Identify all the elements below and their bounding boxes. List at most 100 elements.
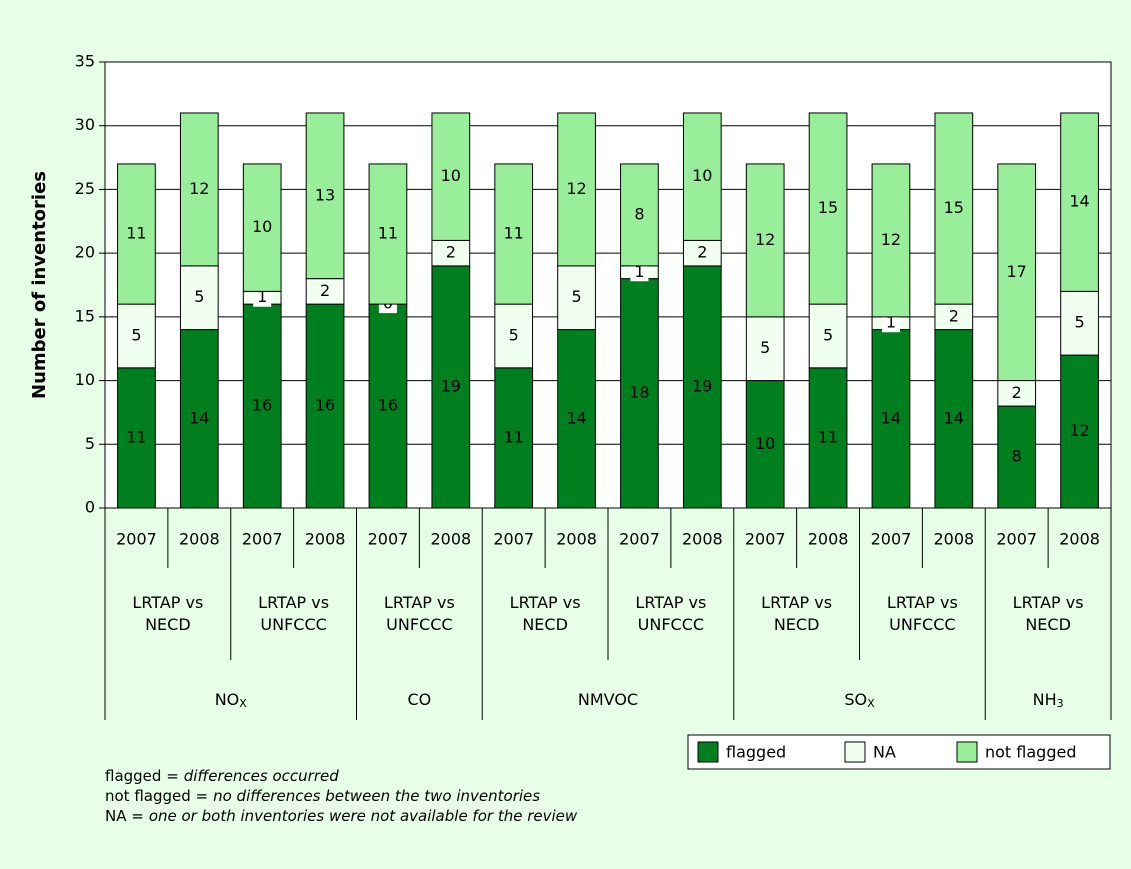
- value-label: 10: [692, 166, 712, 185]
- pollutant-label: NMVOC: [578, 690, 638, 709]
- value-label: 11: [378, 224, 398, 243]
- bar-segment: [871, 163, 911, 318]
- comparison-label: LRTAP vs NECD: [132, 593, 203, 634]
- year-label: 2008: [430, 530, 471, 549]
- year-label: 2008: [179, 530, 220, 549]
- value-label: 5: [760, 338, 770, 357]
- value-label: 13: [315, 185, 335, 204]
- year-label: 2007: [745, 530, 786, 549]
- year-label: 2007: [242, 530, 283, 549]
- legend-label: not flagged: [985, 743, 1076, 762]
- bar-segment: [431, 112, 471, 241]
- value-label: 12: [189, 179, 209, 198]
- value-label: 2: [320, 281, 330, 300]
- comparison-label-line: LRTAP vs: [887, 593, 958, 612]
- comparison-label-line: NECD: [522, 615, 568, 634]
- value-label: 2: [697, 243, 707, 262]
- value-label: 5: [509, 325, 519, 344]
- year-label: 2008: [933, 530, 974, 549]
- pollutant-subscript: X: [867, 697, 875, 710]
- comparison-label: LRTAP vs UNFCCC: [635, 593, 706, 634]
- year-label: 2008: [808, 530, 849, 549]
- bar-segment: [305, 112, 345, 280]
- bar-segment: [934, 329, 974, 509]
- value-label: 5: [131, 325, 141, 344]
- bar-segment: [745, 163, 785, 318]
- note-definition: one or both inventories were not availab…: [149, 807, 578, 825]
- bar-segment: [808, 367, 848, 509]
- value-label: 11: [818, 427, 838, 446]
- comparison-label: LRTAP vs NECD: [510, 593, 581, 634]
- pollutant-name: NMVOC: [578, 690, 638, 709]
- y-tick-label: 10: [75, 370, 95, 389]
- value-label: 1: [886, 313, 896, 332]
- value-label: 11: [126, 224, 146, 243]
- note-term: flagged =: [105, 767, 179, 785]
- bar-segment: [808, 303, 848, 369]
- legend-swatch: [844, 741, 866, 763]
- value-label: 2: [949, 306, 959, 325]
- bar-segment: [494, 303, 534, 369]
- bar-segment: [242, 163, 282, 292]
- legend: [687, 734, 1111, 770]
- pollutant-name: NO: [215, 690, 240, 709]
- comparison-label-line: LRTAP vs: [635, 593, 706, 612]
- value-label: 14: [881, 408, 901, 427]
- notes: flagged = differences occurred not flagged…: [105, 767, 578, 825]
- comparison-label-line: LRTAP vs: [132, 593, 203, 612]
- pollutant-name: CO: [407, 690, 431, 709]
- pollutant-label: NOX: [215, 690, 248, 711]
- bar-segment: [620, 278, 659, 509]
- comparison-label-line: LRTAP vs: [258, 593, 329, 612]
- value-label: 16: [315, 396, 335, 415]
- bar-segment: [557, 112, 596, 267]
- comparison-label: LRTAP vs NECD: [761, 593, 832, 634]
- value-label: 8: [634, 204, 644, 223]
- note: flagged = differences occurred: [105, 767, 339, 785]
- note-term: not flagged =: [105, 787, 208, 805]
- value-label: 11: [126, 427, 146, 446]
- y-tick-label: 35: [75, 52, 95, 71]
- value-label: 19: [692, 376, 712, 395]
- year-label: 2007: [368, 530, 409, 549]
- label-box: [630, 263, 649, 282]
- bar-segment: [997, 163, 1037, 382]
- year-label: 2007: [619, 530, 660, 549]
- pollutant-label: NH3: [1033, 690, 1064, 711]
- bar-segment: [179, 112, 219, 267]
- pollutant-name: SO: [844, 690, 867, 709]
- bar-segment: [997, 380, 1037, 407]
- year-label: 2008: [682, 530, 723, 549]
- year-label: 2007: [116, 530, 157, 549]
- value-label: 8: [1012, 447, 1022, 466]
- comparison-label: LRTAP vs UNFCCC: [384, 593, 455, 634]
- bar-segment: [1060, 354, 1099, 509]
- bar-segment: [808, 112, 848, 305]
- value-label: 2: [446, 243, 456, 262]
- bar-segment: [1060, 290, 1099, 356]
- comparison-label-line: LRTAP vs: [510, 593, 581, 612]
- value-label: 1: [257, 287, 267, 306]
- y-tick-label: 30: [75, 115, 95, 134]
- note: NA = one or both inventories were not ava…: [105, 807, 578, 825]
- bar-segment: [557, 329, 596, 509]
- value-label: 12: [755, 230, 775, 249]
- legend-swatch: [956, 741, 978, 763]
- year-label: 2008: [556, 530, 597, 549]
- value-label: 14: [566, 408, 586, 427]
- value-label: 16: [252, 396, 272, 415]
- comparison-label: LRTAP vs NECD: [1013, 593, 1084, 634]
- pollutant-subscript: 3: [1057, 697, 1064, 710]
- comparison-label-line: UNFCCC: [889, 615, 955, 634]
- legend-label: flagged: [726, 743, 786, 762]
- value-label: 5: [823, 325, 833, 344]
- label-box: [881, 314, 900, 333]
- bar-segment: [431, 239, 471, 267]
- comparison-label-line: UNFCCC: [260, 615, 326, 634]
- bar-segment: [934, 303, 974, 331]
- comparison-label-line: NECD: [145, 615, 191, 634]
- bar-segment: [117, 367, 156, 509]
- comparison-label-line: UNFCCC: [638, 615, 704, 634]
- comparison-label-line: NECD: [1025, 615, 1071, 634]
